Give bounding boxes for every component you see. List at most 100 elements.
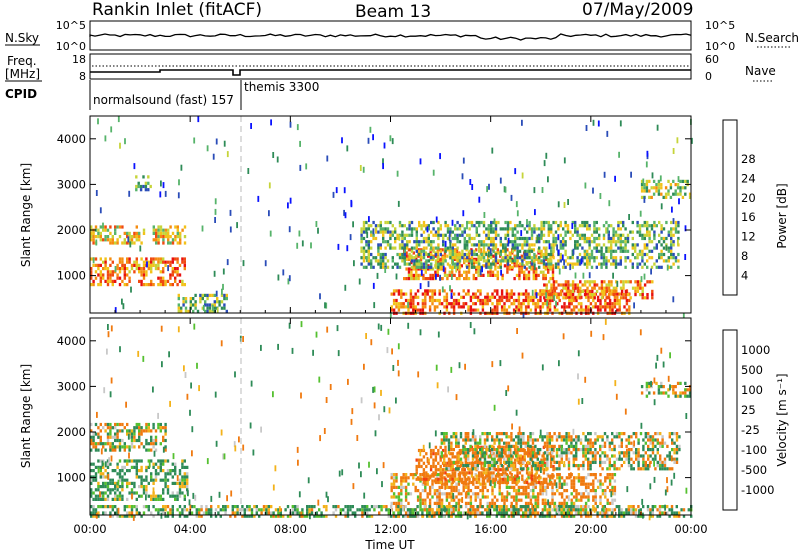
vel-cell	[539, 448, 541, 451]
vel-cell	[440, 446, 442, 449]
vel-cell	[498, 442, 500, 445]
power-cell	[380, 247, 382, 250]
vel-cell	[573, 489, 575, 492]
vel-cell	[583, 495, 585, 498]
power-cell	[562, 296, 564, 299]
power-speckle	[667, 265, 669, 271]
power-cell	[434, 299, 436, 302]
vel-cell	[109, 436, 111, 439]
power-cell	[401, 231, 403, 234]
power-cell	[428, 253, 430, 256]
power-cell	[121, 264, 123, 267]
power-cell	[436, 299, 438, 302]
vel-cell	[607, 476, 609, 479]
power-cell	[459, 234, 461, 237]
vel-cell	[437, 452, 439, 455]
vel-cell	[582, 461, 584, 464]
vel-cell	[479, 502, 481, 505]
power-cell	[377, 243, 379, 246]
power-speckle	[647, 151, 649, 157]
power-cell	[520, 305, 522, 308]
power-cell	[487, 299, 489, 302]
vel-cell	[568, 435, 570, 438]
power-cell	[667, 193, 669, 196]
vel-cell	[435, 452, 437, 455]
power-cell	[164, 261, 166, 264]
vel-cell	[544, 442, 546, 445]
vel-cell	[431, 479, 433, 482]
power-speckle	[97, 118, 99, 124]
power-cell	[672, 193, 674, 196]
vel-cell	[585, 476, 587, 479]
power-cell	[656, 259, 658, 262]
power-cell	[223, 294, 225, 297]
vel-cell	[440, 475, 442, 478]
vel-cell	[441, 492, 443, 495]
power-cell	[598, 250, 600, 253]
vel-cell	[150, 442, 152, 445]
power-cell	[574, 263, 576, 266]
power-cell	[473, 224, 475, 227]
vel-cell	[391, 502, 393, 505]
power-cell	[140, 273, 142, 276]
vel-cell	[104, 429, 106, 432]
power-cell	[540, 221, 542, 224]
power-cell	[360, 231, 362, 234]
vel-cell	[549, 448, 551, 451]
vel-cell	[439, 502, 441, 505]
power-cell	[597, 299, 599, 302]
power-cell	[121, 261, 123, 264]
power-cell	[418, 224, 420, 227]
power-cell	[176, 270, 178, 273]
vel-cell	[532, 486, 534, 489]
power-cell	[660, 183, 662, 186]
vel-cell	[527, 467, 529, 470]
power-cell	[468, 227, 470, 230]
power-cell	[363, 250, 365, 253]
vel-cell	[497, 471, 499, 474]
vel-cell	[431, 486, 433, 489]
vel-cell	[164, 433, 166, 436]
vel-cell	[140, 475, 142, 478]
power-cell	[413, 247, 415, 250]
power-cell	[567, 283, 569, 286]
power-speckle	[666, 245, 668, 251]
power-speckle	[397, 171, 399, 177]
power-cell	[157, 225, 159, 228]
vel-cell	[112, 479, 114, 482]
vel-cell	[577, 467, 579, 470]
power-speckle	[178, 192, 180, 198]
power-cell	[531, 234, 533, 237]
power-cell	[377, 259, 379, 262]
vel-cell	[448, 461, 450, 464]
power-cell	[432, 227, 434, 230]
power-cell	[560, 247, 562, 250]
vel-cell	[604, 476, 606, 479]
power-cell	[418, 221, 420, 224]
vel-cell	[541, 461, 543, 464]
power-speckle	[490, 248, 492, 254]
vel-cell	[491, 499, 493, 502]
power-cell	[608, 237, 610, 240]
power-cell	[533, 253, 535, 256]
power-cell	[182, 303, 184, 306]
power-cell	[466, 243, 468, 246]
vel-cell	[136, 491, 138, 494]
power-cell	[528, 224, 530, 227]
vel-cell	[532, 451, 534, 454]
power-cell	[571, 309, 573, 312]
vel-cell	[453, 489, 455, 492]
power-cell	[370, 266, 372, 269]
power-cell	[492, 259, 494, 262]
vel-cell	[119, 439, 121, 442]
power-cell	[471, 266, 473, 269]
power-cell	[502, 256, 504, 259]
power-cell	[403, 277, 405, 280]
vel-cell	[179, 491, 181, 494]
power-cell	[363, 227, 365, 230]
vel-cell	[140, 433, 142, 436]
power-cell	[442, 259, 444, 262]
vel-cell	[526, 471, 528, 474]
vel-cell	[554, 508, 556, 511]
power-cell	[575, 305, 577, 308]
